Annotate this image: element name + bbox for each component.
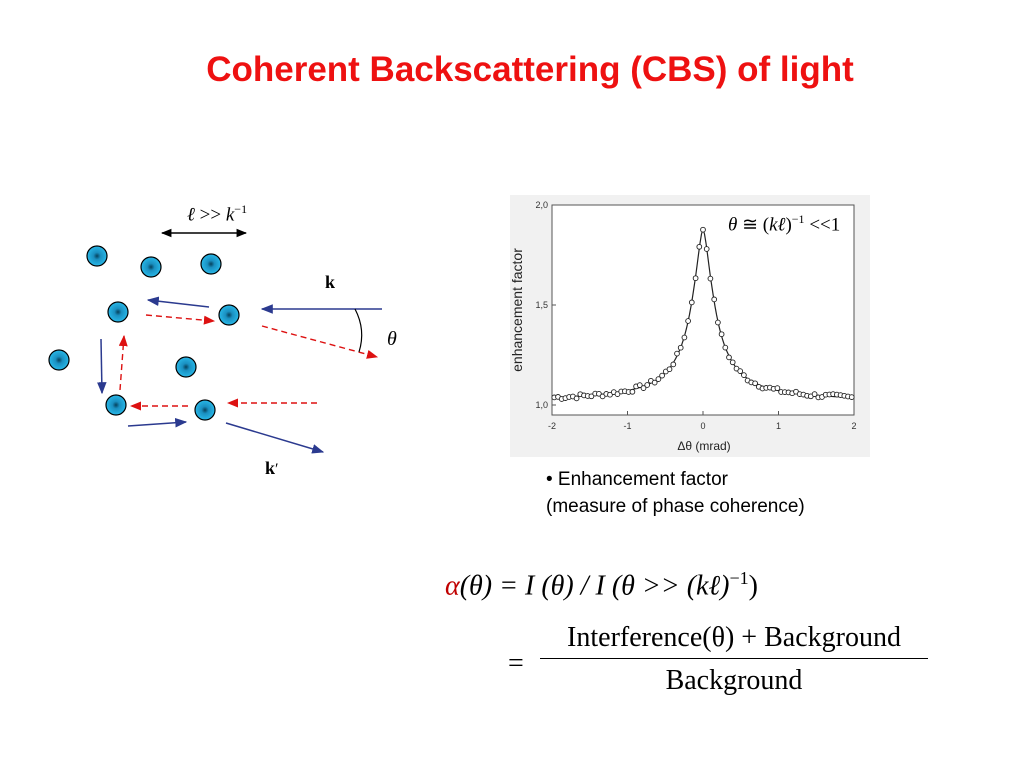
data-point — [848, 394, 855, 400]
bullet-line-1: • Enhancement factor — [546, 469, 728, 490]
scatterer — [200, 253, 222, 275]
theta-angle-label: θ — [387, 328, 397, 350]
mean-free-path-label: ℓ >> k−1 — [187, 202, 247, 226]
data-point — [696, 243, 703, 250]
data-points — [551, 226, 855, 402]
x-tick-label: 0 — [700, 421, 705, 431]
data-point — [614, 391, 621, 397]
inverse-exponent: −1 — [234, 202, 248, 216]
data-point — [729, 359, 736, 366]
scatterer — [218, 304, 240, 326]
data-point — [711, 296, 718, 303]
data-point — [596, 390, 602, 397]
angle-approximation: θ ≅ (kℓ)−1 <<1 — [728, 212, 840, 236]
prime-mark: ′ — [275, 461, 279, 478]
data-point — [752, 380, 758, 387]
alpha-symbol: α — [445, 570, 460, 602]
fraction-numerator: Interference(θ) + Background — [540, 622, 928, 659]
data-point — [607, 391, 613, 398]
data-point — [700, 226, 706, 233]
outgoing-k-label: k′ — [265, 458, 279, 479]
data-point — [681, 334, 688, 341]
data-point — [726, 354, 732, 361]
x-tick-label: 2 — [851, 421, 856, 431]
data-point — [811, 391, 818, 397]
angle-arc — [354, 308, 363, 353]
data-point — [674, 350, 680, 357]
data-point — [722, 344, 729, 351]
fraction: Interference(θ) + Background Background — [540, 622, 928, 697]
equation-exponent: −1 — [729, 568, 749, 588]
theta-symbol: θ — [728, 214, 738, 236]
data-point — [644, 382, 651, 388]
data-point — [688, 299, 695, 306]
plot-ylabel: enhancement factor — [509, 248, 525, 372]
fraction-denominator: Background — [665, 665, 803, 696]
data-point — [707, 275, 714, 282]
scatterer — [48, 349, 70, 371]
approx-exponent: −1 — [791, 212, 805, 226]
plot-xlabel: Δθ (mrad) — [677, 439, 730, 453]
data-point — [741, 372, 747, 378]
data-point — [588, 393, 595, 400]
forward-path-segment — [146, 296, 210, 308]
scatterer — [86, 245, 108, 267]
data-point — [573, 395, 580, 402]
data-point — [629, 388, 636, 395]
k-prime-symbol: k — [265, 458, 276, 478]
data-point — [692, 275, 699, 282]
data-point — [715, 319, 721, 326]
x-tick-label: -1 — [623, 421, 631, 431]
data-point — [640, 385, 647, 391]
data-point — [670, 361, 677, 368]
reverse-path-segment — [145, 314, 216, 325]
ell-symbol: ℓ — [187, 204, 195, 226]
y-tick-label: 1,0 — [535, 400, 548, 410]
scatterer — [105, 394, 127, 416]
data-point — [703, 246, 710, 252]
scatterer — [140, 256, 162, 278]
x-tick-label: 1 — [776, 421, 781, 431]
reverse-path-segment — [118, 334, 128, 391]
plot-frame — [551, 204, 855, 416]
data-point — [685, 318, 691, 324]
approx-close: ) — [785, 214, 792, 236]
bullet-line-2: (measure of phase coherence) — [546, 496, 805, 517]
outgoing-wave-arrow — [225, 422, 325, 454]
forward-path-segment — [97, 338, 107, 395]
data-point — [655, 376, 662, 382]
x-tick-label: -2 — [548, 421, 556, 431]
equation-lhs: (θ) = I (θ) / I (θ >> (kℓ) — [459, 570, 730, 602]
data-point — [651, 379, 658, 386]
scatterers — [48, 245, 240, 421]
equation-close: ) — [748, 570, 758, 602]
plot-axes: -2 -1 0 1 2 1,0 1,5 2,0 — [535, 200, 856, 431]
data-point — [737, 368, 744, 374]
equals-sign: = — [508, 648, 524, 679]
scatterer — [175, 356, 197, 378]
data-point — [677, 344, 684, 351]
slide-title: Coherent Backscattering (CBS) of light — [206, 50, 854, 89]
enhancement-equation: α(θ) = I (θ) / I (θ >> (kℓ)−1) — [445, 568, 758, 602]
scatterer — [194, 399, 216, 421]
data-point — [659, 372, 665, 379]
much-greater-op: >> — [194, 204, 226, 226]
approx-tail: <<1 — [804, 214, 841, 236]
k-symbol: k — [225, 204, 235, 226]
k-ell-symbol: kℓ — [769, 214, 786, 236]
data-point — [774, 385, 781, 391]
incident-k-label: k — [325, 272, 336, 292]
data-point — [636, 382, 643, 388]
data-point — [666, 366, 673, 373]
enhancement-bullet: • Enhancement factor (measure of phase c… — [546, 466, 805, 520]
forward-path-segment — [127, 417, 188, 428]
scatterer — [107, 301, 129, 323]
y-tick-label: 2,0 — [535, 200, 548, 210]
approx-open: ≅ ( — [737, 214, 770, 236]
data-point — [718, 331, 725, 338]
y-tick-label: 1,5 — [535, 300, 548, 310]
